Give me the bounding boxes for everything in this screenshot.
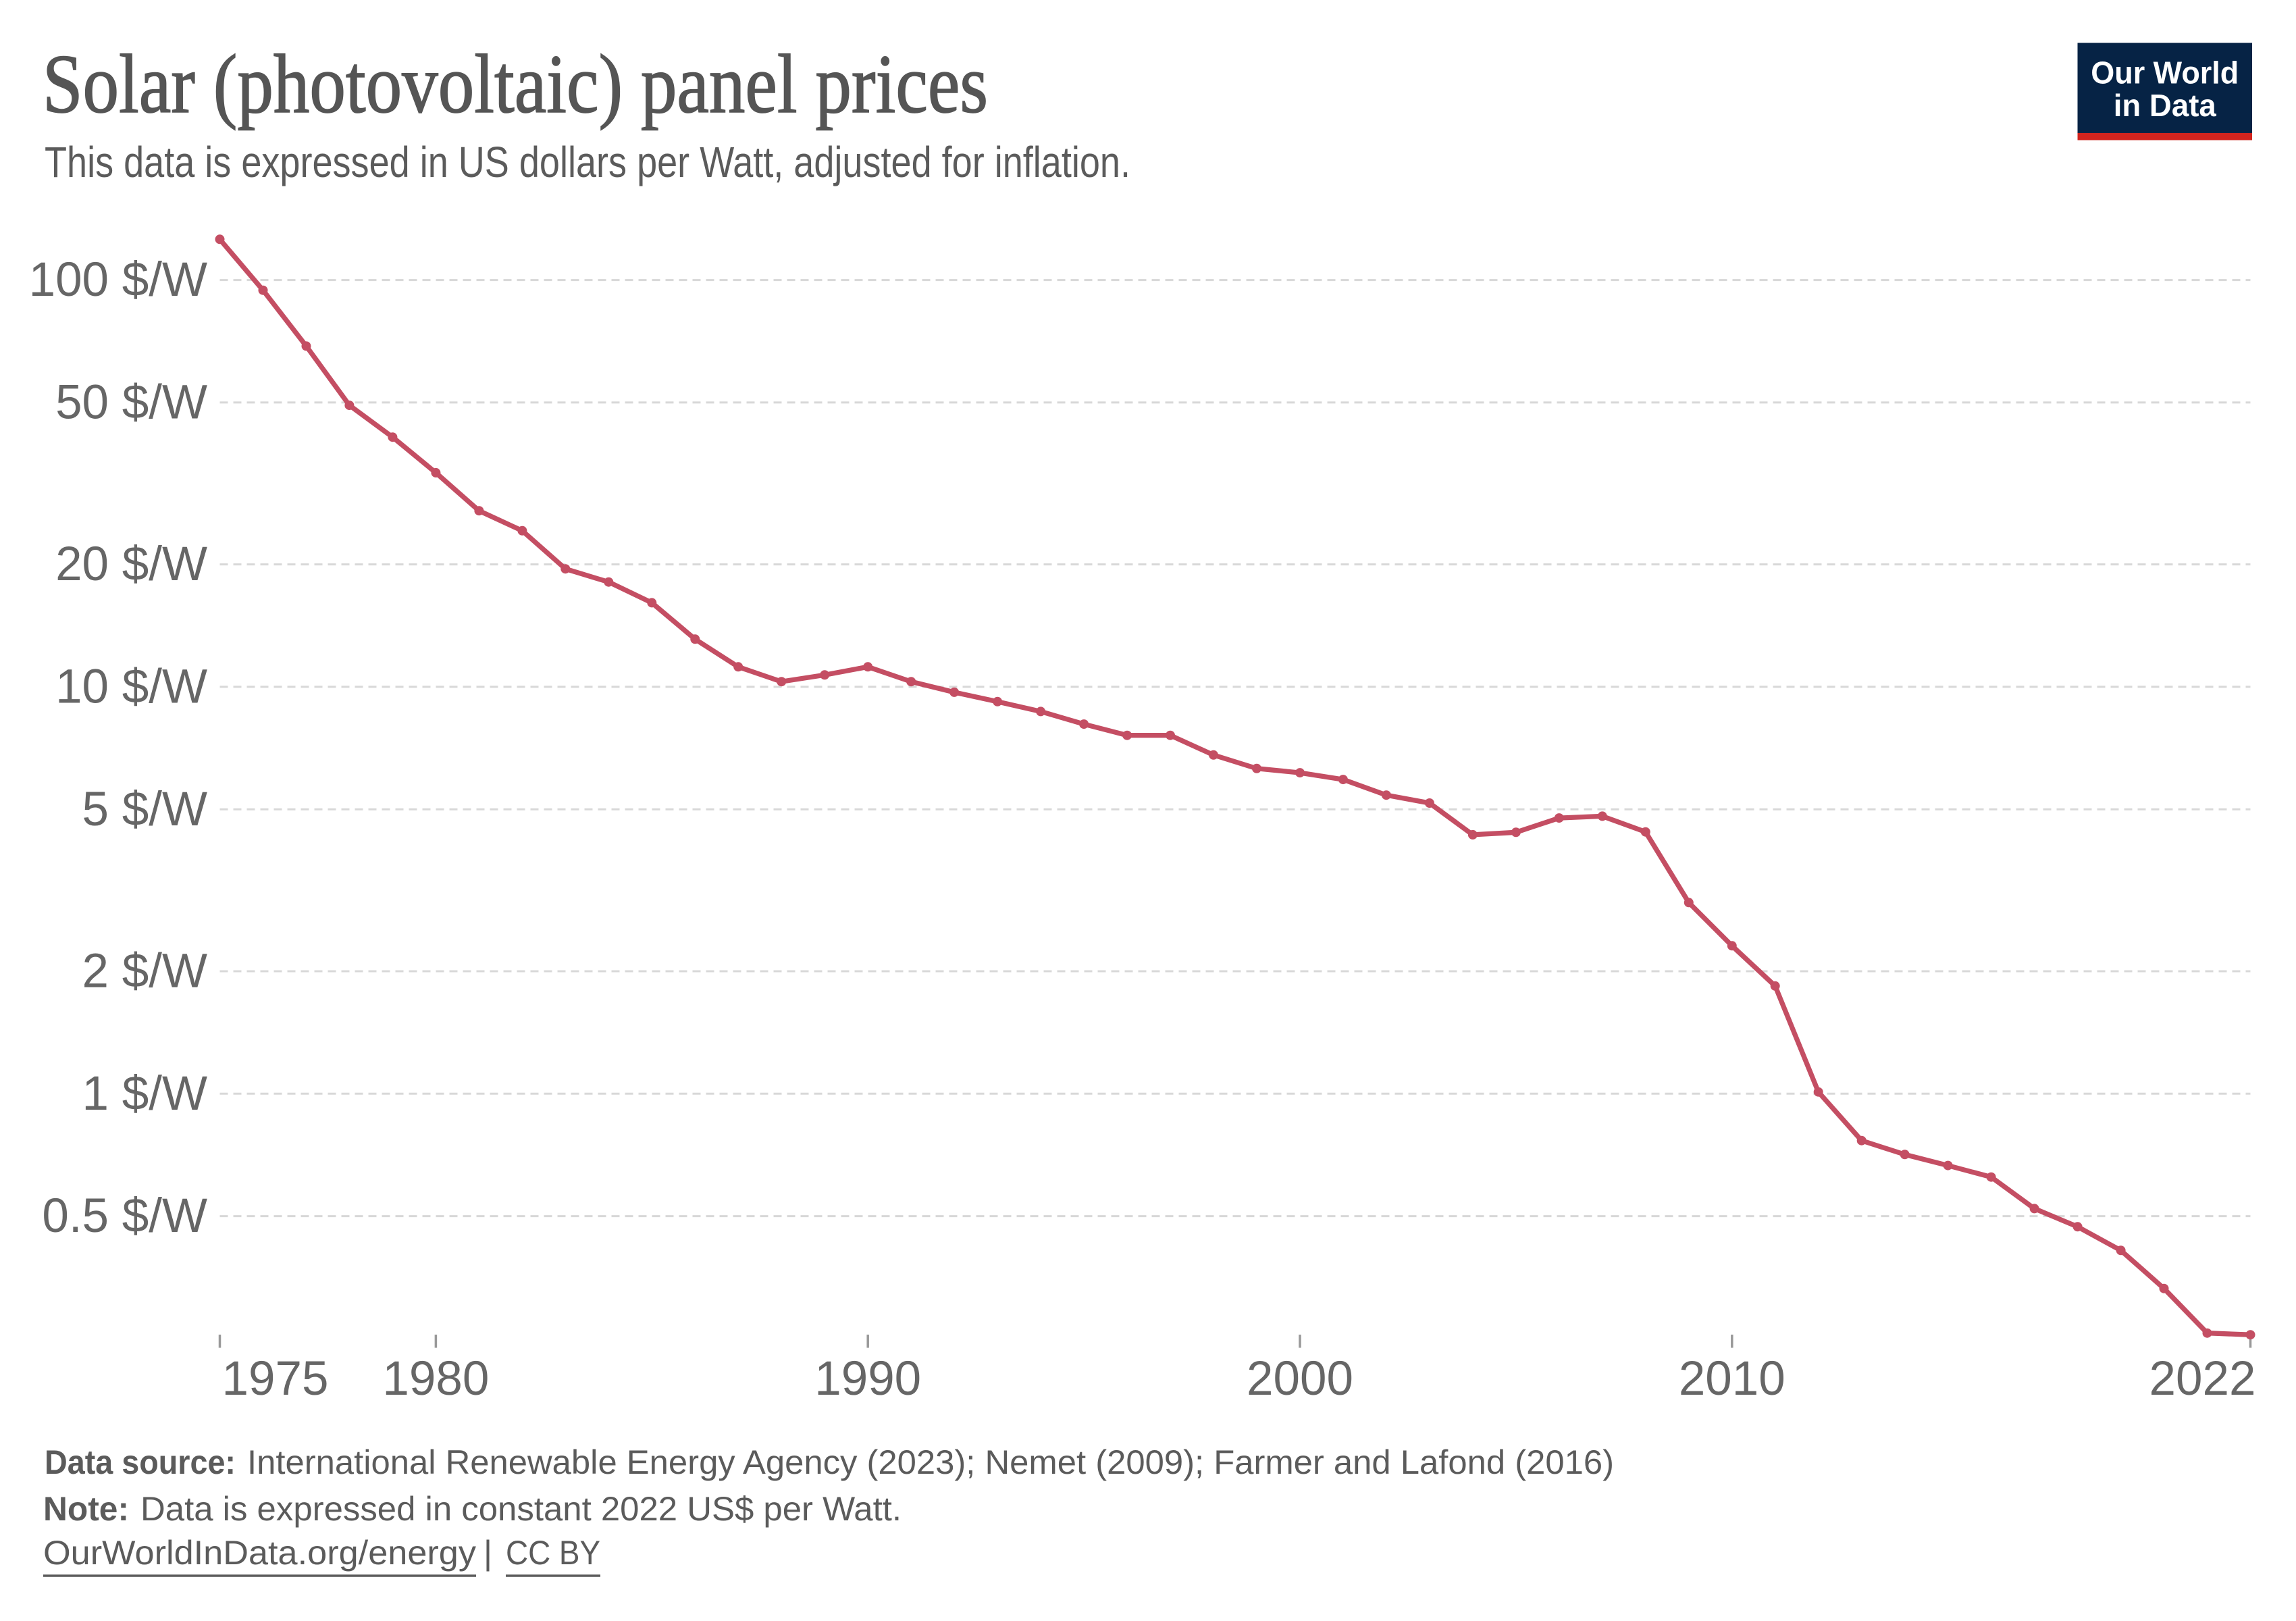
svg-text:International Renewable Energy: International Renewable Energy Agency (2…	[247, 1443, 1614, 1481]
svg-text:2000: 2000	[1247, 1352, 1353, 1406]
svg-text:Solar (photovoltaic) panel pri: Solar (photovoltaic) panel prices	[43, 38, 988, 130]
svg-text:in Data: in Data	[2114, 88, 2216, 123]
svg-text:Our World: Our World	[2091, 55, 2239, 91]
svg-text:CC BY: CC BY	[506, 1534, 600, 1572]
svg-text:|: |	[484, 1534, 492, 1572]
svg-text:2022: 2022	[2149, 1352, 2256, 1406]
svg-text:Note:: Note:	[43, 1490, 129, 1528]
svg-text:1 $/W: 1 $/W	[82, 1067, 207, 1121]
svg-text:Data is expressed in constant: Data is expressed in constant 2022 US$ p…	[140, 1490, 902, 1528]
svg-text:100 $/W: 100 $/W	[29, 253, 207, 307]
svg-text:2 $/W: 2 $/W	[82, 945, 207, 998]
svg-text:This data is expressed in US d: This data is expressed in US dollars per…	[45, 138, 1130, 186]
svg-text:1980: 1980	[382, 1352, 489, 1406]
svg-text:OurWorldInData.org/energy: OurWorldInData.org/energy	[43, 1534, 476, 1572]
svg-text:1990: 1990	[814, 1352, 921, 1406]
svg-text:50 $/W: 50 $/W	[55, 376, 207, 429]
svg-text:0.5 $/W: 0.5 $/W	[42, 1189, 207, 1243]
svg-text:Data source:: Data source:	[45, 1443, 236, 1481]
svg-text:2010: 2010	[1679, 1352, 1785, 1406]
svg-text:20 $/W: 20 $/W	[55, 538, 207, 591]
svg-text:10 $/W: 10 $/W	[55, 660, 207, 713]
svg-text:5 $/W: 5 $/W	[82, 783, 207, 836]
svg-text:1975: 1975	[222, 1352, 329, 1406]
